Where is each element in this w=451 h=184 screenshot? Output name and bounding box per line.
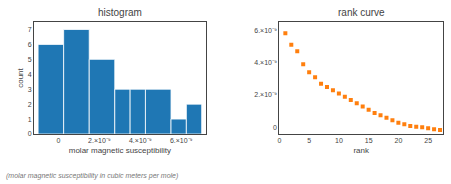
svg-text:rank curve: rank curve <box>338 7 385 18</box>
svg-text:5: 5 <box>28 56 32 63</box>
svg-text:rank: rank <box>353 146 370 155</box>
svg-text:6.×10⁻⁹: 6.×10⁻⁹ <box>254 27 277 34</box>
svg-text:20: 20 <box>394 137 402 144</box>
svg-text:1: 1 <box>28 116 32 123</box>
svg-text:15: 15 <box>365 137 373 144</box>
svg-text:3: 3 <box>28 86 32 93</box>
svg-text:4: 4 <box>28 71 32 78</box>
svg-text:(molar magnetic susceptibility: (molar magnetic susceptibility in cubic … <box>6 172 178 180</box>
svg-text:6.×10⁻⁹: 6.×10⁻⁹ <box>170 137 193 144</box>
svg-text:0: 0 <box>277 137 281 144</box>
svg-text:count: count <box>16 67 25 87</box>
svg-text:2.×10⁻⁹: 2.×10⁻⁹ <box>254 91 277 98</box>
svg-text:4.×10⁻⁹: 4.×10⁻⁹ <box>254 59 277 66</box>
svg-text:histogram: histogram <box>98 7 142 18</box>
svg-text:6: 6 <box>28 41 32 48</box>
svg-text:molar magnetic susceptibility: molar magnetic susceptibility <box>69 146 171 155</box>
svg-text:0: 0 <box>273 124 277 131</box>
svg-text:10: 10 <box>335 137 343 144</box>
svg-text:0: 0 <box>57 137 61 144</box>
svg-text:2.×10⁻⁹: 2.×10⁻⁹ <box>88 137 111 144</box>
svg-text:5: 5 <box>307 137 311 144</box>
svg-text:7: 7 <box>28 26 32 33</box>
svg-text:25: 25 <box>424 137 432 144</box>
svg-text:2: 2 <box>28 101 32 108</box>
svg-text:4.×10⁻⁹: 4.×10⁻⁹ <box>129 137 152 144</box>
svg-text:0: 0 <box>28 130 32 137</box>
